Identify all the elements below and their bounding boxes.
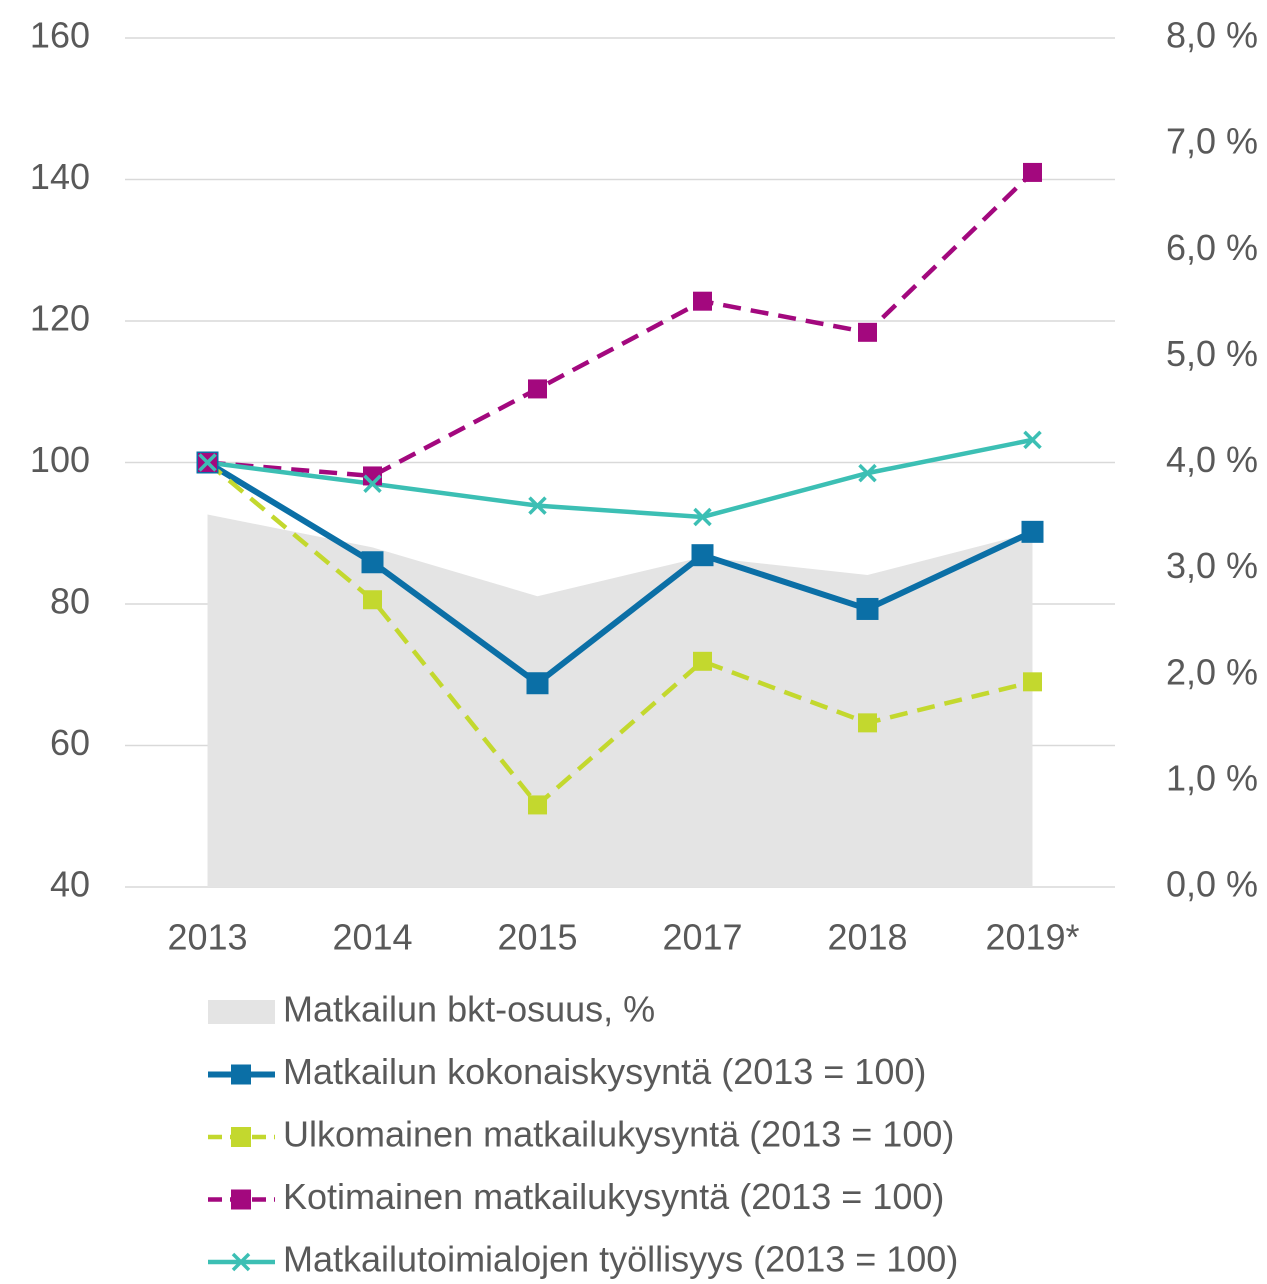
point <box>858 713 877 733</box>
x-tick-label: 2013 <box>167 917 247 958</box>
y-tick-label: 40 <box>50 864 90 905</box>
y-tick-label: 160 <box>30 15 90 56</box>
point <box>693 651 712 671</box>
line <box>206 460 1034 809</box>
y2-tick-label: 1,0 % <box>1166 757 1258 798</box>
point <box>528 795 547 815</box>
point <box>1023 162 1042 182</box>
legend-label: Matkailutoimialojen työllisyys (2013 = 1… <box>283 1239 958 1280</box>
line <box>207 170 1035 479</box>
legend-label: Kotimainen matkailukysyntä (2013 = 100) <box>283 1176 944 1217</box>
x-tick-label: 2014 <box>332 917 412 958</box>
point <box>858 463 877 483</box>
legend-marker <box>231 1064 251 1085</box>
point <box>528 379 547 399</box>
y-tick-label: 120 <box>30 298 90 339</box>
legend-label: Matkailun kokonaiskysyntä (2013 = 100) <box>283 1051 926 1092</box>
point <box>363 590 382 610</box>
area <box>207 514 1033 887</box>
point <box>528 496 547 515</box>
point <box>693 507 712 527</box>
legend-label: Ulkomainen matkailukysyntä (2013 = 100) <box>283 1114 954 1155</box>
y2-tick-label: 4,0 % <box>1166 439 1258 480</box>
y-tick-label: 100 <box>30 439 90 480</box>
point <box>1023 430 1042 450</box>
legend-marker <box>231 1189 251 1210</box>
y-tick-label: 60 <box>50 722 90 763</box>
legend-marker <box>231 1252 251 1272</box>
y2-tick-label: 3,0 % <box>1166 545 1258 586</box>
legend-marker <box>231 1127 251 1147</box>
legend-swatch <box>208 1000 275 1024</box>
y-tick-label: 80 <box>50 581 90 622</box>
point <box>858 322 877 342</box>
point <box>526 672 549 695</box>
point <box>361 551 384 574</box>
x-tick-label: 2019* <box>985 917 1079 958</box>
line <box>207 437 1033 520</box>
y2-tick-label: 6,0 % <box>1166 227 1258 268</box>
point <box>363 474 382 493</box>
legend-label: Matkailun bkt-osuus, % <box>283 989 655 1030</box>
point <box>856 597 879 620</box>
y2-tick-label: 8,0 % <box>1166 15 1258 56</box>
point <box>693 291 712 311</box>
point <box>1023 672 1042 692</box>
x-tick-label: 2015 <box>497 917 577 958</box>
point <box>691 544 714 567</box>
x-tick-label: 2017 <box>662 917 742 958</box>
y2-tick-label: 2,0 % <box>1166 651 1258 692</box>
y2-tick-label: 0,0 % <box>1166 864 1258 905</box>
line <box>205 459 1034 687</box>
point <box>1021 520 1044 543</box>
y2-tick-label: 7,0 % <box>1166 121 1258 162</box>
y-tick-label: 140 <box>30 156 90 197</box>
point <box>198 453 217 472</box>
y2-tick-label: 5,0 % <box>1166 333 1258 374</box>
x-tick-label: 2018 <box>827 917 907 958</box>
